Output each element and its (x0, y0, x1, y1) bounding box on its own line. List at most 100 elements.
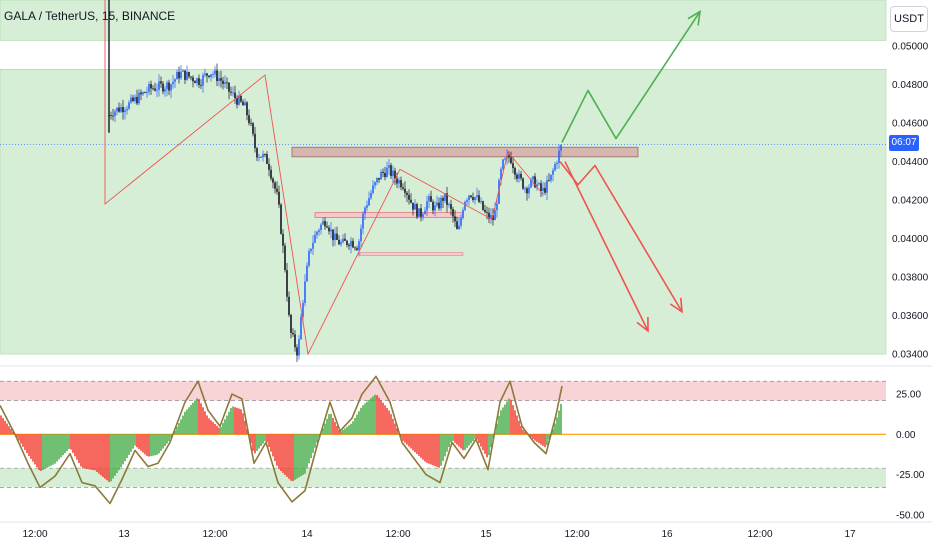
candle-body (206, 73, 208, 76)
candle-body (540, 183, 542, 191)
candle-body (330, 229, 332, 232)
candle-body (130, 97, 132, 103)
candle-body (192, 77, 194, 82)
candle-body (496, 203, 498, 211)
candle-body (146, 91, 148, 93)
candle-body (368, 198, 370, 206)
candle-body (342, 238, 344, 243)
candle-body (348, 244, 350, 247)
candle-body (396, 178, 398, 184)
candle-body (352, 240, 354, 248)
candle-body (198, 78, 200, 85)
candle-body (322, 221, 324, 225)
candle-body (314, 234, 316, 243)
candle-body (418, 208, 420, 217)
x-tick-label: 17 (844, 529, 856, 540)
candle-body (388, 165, 390, 168)
candle-body (474, 197, 476, 200)
candle-body (508, 155, 510, 158)
candle-body (168, 82, 170, 91)
candle-body (344, 238, 346, 241)
candle-body (520, 173, 522, 179)
candle-body (384, 172, 386, 178)
x-tick-label: 15 (480, 529, 492, 540)
candle-body (524, 188, 526, 190)
down-scenario-arrow-1-head (669, 297, 683, 314)
down-scenario-arrow-2 (564, 161, 649, 332)
candle-body (262, 154, 264, 158)
candle-body (358, 241, 360, 251)
candle-body (178, 72, 180, 79)
candle-body (310, 248, 312, 251)
candle-body (156, 89, 158, 91)
candle-body (442, 197, 444, 201)
candle-body (138, 92, 140, 104)
candle-body (494, 210, 496, 221)
candle-body (292, 332, 294, 335)
candle-body (240, 95, 242, 102)
candle-body (164, 88, 166, 92)
annotation-lines-layer (104, 0, 702, 356)
candle-body (510, 157, 512, 164)
candle-body (364, 207, 366, 214)
candle-body (274, 182, 276, 189)
candle-body (114, 111, 116, 117)
x-tick-label: 12:00 (22, 529, 47, 540)
candle-body (490, 215, 492, 219)
candle-body (250, 123, 252, 124)
x-tick-label: 12:00 (385, 529, 410, 540)
boxes-layer (291, 146, 639, 256)
candle-body (466, 200, 468, 202)
candle-body (208, 75, 210, 77)
candle-body (254, 133, 256, 149)
candle-body (532, 176, 534, 180)
candle-body (432, 201, 434, 211)
up-scenario-arrow (561, 11, 701, 143)
lower-green-zone (0, 68, 887, 355)
candle-body (298, 339, 300, 356)
candle-body (478, 195, 480, 203)
candle-body (492, 215, 494, 221)
osc-y-tick-label: 25.00 (896, 390, 921, 401)
candle-body (228, 82, 230, 92)
y-tick-label: 0.05000 (892, 42, 929, 53)
candle-body (324, 221, 326, 227)
candle-body (264, 154, 266, 155)
candle-body (160, 81, 162, 84)
candle-body (334, 233, 336, 241)
y-tick-label: 0.03800 (892, 273, 929, 284)
candle-body (504, 158, 506, 160)
upper-green-zone (0, 0, 887, 41)
support-line-box (359, 252, 464, 256)
candle-body (202, 75, 204, 86)
osc-y-tick-label: -25.00 (896, 470, 925, 481)
y-tick-label: 0.03400 (892, 350, 929, 361)
trend-line (104, 0, 544, 356)
candle-body (458, 225, 460, 230)
candle-body (370, 192, 372, 199)
candle-body (154, 88, 156, 91)
candle-body (244, 102, 246, 106)
candle-body (332, 229, 334, 241)
y-tick-label: 0.04400 (892, 157, 929, 168)
currency-button[interactable]: USDT (890, 6, 928, 32)
candle-body (338, 239, 340, 245)
candle-body (246, 102, 248, 116)
candle-body (544, 187, 546, 193)
candles-layer (108, 0, 562, 362)
candle-body (210, 74, 212, 77)
candle-body (266, 154, 268, 164)
osc-y-tick-label: -50.00 (896, 510, 925, 521)
candle-body (488, 212, 490, 219)
candle-body (560, 145, 562, 151)
candle-body (446, 193, 448, 205)
candle-body (518, 173, 520, 179)
candle-body (354, 247, 356, 249)
candle-body (538, 183, 540, 185)
candle-body (230, 91, 232, 93)
candle-body (276, 188, 278, 192)
candle-body (484, 209, 486, 213)
candle-body (238, 95, 240, 105)
candle-body (528, 187, 530, 194)
candle-body (216, 70, 218, 81)
